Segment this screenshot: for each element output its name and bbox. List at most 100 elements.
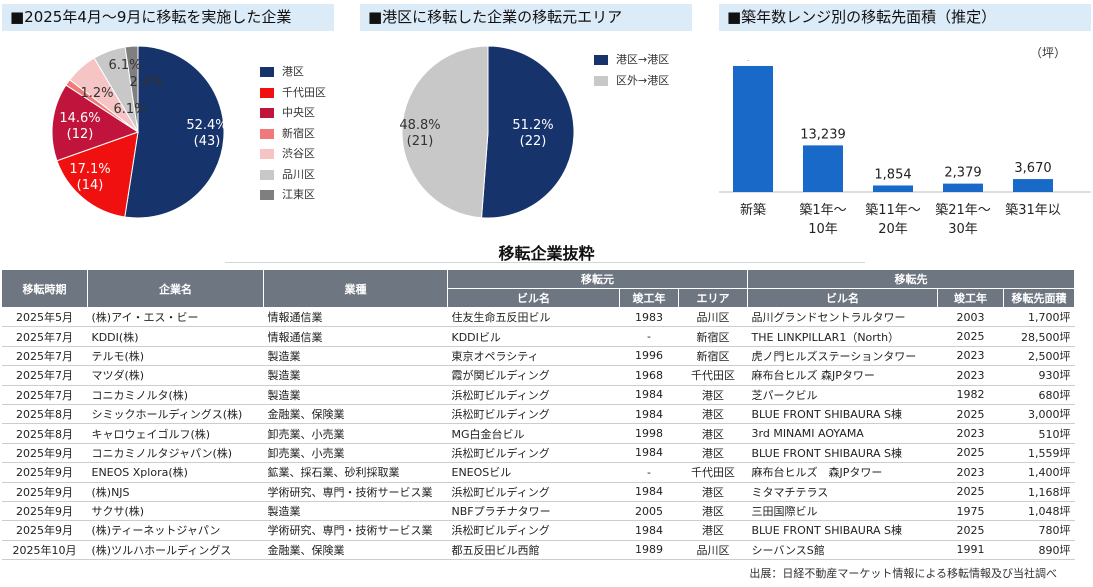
cell-company: (株)ツルハホールディングス (87, 540, 264, 561)
cell-industry: 製造業 (263, 346, 448, 367)
legend-swatch (260, 128, 274, 139)
legend-item: 新宿区 (260, 127, 315, 141)
col-from-building: ビル名 (447, 288, 620, 308)
col-company: 企業名 (87, 269, 264, 308)
cell-company: キャロウェイゴルフ(株) (87, 423, 264, 444)
cell-industry: 製造業 (263, 365, 448, 386)
cell-date: 2025年9月 (1, 501, 88, 522)
bar (733, 65, 773, 192)
col-to-building: ビル名 (747, 288, 939, 308)
cell-company: マツダ(株) (87, 365, 264, 386)
legend-swatch (260, 87, 274, 98)
cell-from-area: 港区 (678, 443, 748, 464)
cell-industry: 金融業、保険業 (263, 540, 448, 561)
pie-slice (401, 45, 489, 219)
bar-category-label: 10年 (808, 222, 838, 237)
cell-industry: 金融業、保険業 (263, 404, 448, 425)
legend-swatch (260, 190, 274, 200)
cell-to-building: BLUE FRONT SHIBAURA S棟 (747, 520, 938, 541)
cell-from-year: 1989 (619, 540, 679, 561)
bar-chart-area-by-building-age: 35,787 新築 13,239 築1年～ 10年 1,854 築11年～ 20年 2,379 築… (719, 60, 1091, 237)
col-industry: 業種 (263, 269, 448, 308)
cell-industry: 鉱業、採石業、砂利採取業 (263, 462, 448, 483)
pie1-legend: 港区 千代田区 中央区 新宿区 渋谷区 品川区 江東区 (260, 65, 350, 215)
col-to-year: 竣工年 (937, 288, 1005, 308)
cell-from-area: 港区 (678, 482, 748, 502)
cell-from-building: 東京オペラシティ (447, 346, 620, 367)
pie-pct-label: 6.1% (108, 58, 141, 73)
pie-pct-label: 14.6% (59, 111, 100, 126)
table-row: 2025年9月 (株)ティーネットジャパン 学術研究、専門・技術サービス業 浜松町ビル… (1, 520, 1075, 541)
table-row: 2025年8月 シミックホールディングス(株) 金融業、保険業 浜松町ビルディング 19… (1, 404, 1075, 425)
cell-to-building: 三田国際ビル (747, 501, 938, 522)
cell-company: コニカミノルタジャパン(株) (87, 443, 264, 464)
cell-from-building: 霞が関ビルディング (447, 365, 620, 386)
cell-to-year: 2023 (937, 423, 1004, 444)
cell-from-building: 浜松町ビルディング (447, 385, 620, 405)
table-row: 2025年7月 コニカミノルタ(株) 製造業 浜松町ビルディング 1984 港区 芝パークビ… (1, 385, 1075, 405)
cell-to-size: 1,559坪 (1003, 443, 1075, 464)
cell-date: 2025年9月 (1, 482, 88, 502)
cell-from-area: 千代田区 (678, 365, 748, 386)
pie-chart-relocations-by-ward: 52.4%(43)17.1%(14)14.6%(12)1.2%6.1%6.1%2… (51, 45, 228, 219)
legend-swatch (594, 55, 608, 65)
cell-from-area: 港区 (678, 385, 748, 405)
cell-to-building: 芝パークビル (747, 385, 938, 405)
pie2-title: ■港区に移転した企業の移転元エリア (360, 4, 692, 31)
cell-from-year: 1983 (619, 307, 679, 328)
cell-to-size: 1,048坪 (1003, 501, 1075, 522)
bar (1013, 179, 1053, 192)
cell-to-size: 1,168坪 (1003, 482, 1075, 502)
cell-company: ENEOS Xplora(株) (87, 462, 264, 483)
legend-label: 港区→港区 (616, 53, 670, 66)
bar-category-label: 新築 (740, 202, 766, 218)
cell-to-year: 2023 (937, 462, 1004, 483)
cell-to-year: 2025 (937, 443, 1004, 464)
cell-industry: 学術研究、専門・技術サービス業 (263, 520, 448, 541)
legend-label: 港区 (282, 65, 304, 78)
legend-swatch (260, 149, 274, 159)
legend-label: 品川区 (282, 167, 315, 181)
bar-value-label: 2,379 (944, 166, 981, 181)
cell-from-area: 品川区 (678, 307, 748, 328)
cell-company: KDDI(株) (87, 326, 264, 347)
cell-from-year: 2005 (619, 501, 679, 522)
cell-company: シミックホールディングス(株) (87, 404, 264, 425)
pie-pct-label: 17.1% (69, 162, 110, 177)
cell-to-year: 2003 (937, 307, 1004, 328)
cell-to-year: 2025 (937, 520, 1004, 541)
cell-to-building: 3rd MINAMI AOYAMA (747, 423, 938, 444)
table-row: 2025年7月 マツダ(株) 製造業 霞が関ビルディング 1968 千代田区 麻布台ヒルズ … (1, 365, 1075, 386)
legend-item: 江東区 (260, 188, 315, 202)
cell-from-area: 新宿区 (678, 326, 748, 347)
section-title: 移転企業抜粋 (498, 244, 595, 263)
pie2-legend: 港区→港区 区外→港区 (594, 53, 694, 93)
table-row: 2025年5月 (株)アイ・エス・ビー 情報通信業 住友生命五反田ビル 1983 品川区品… (1, 307, 1075, 328)
legend-label: 千代田区 (282, 85, 326, 99)
legend-label: 渋谷区 (282, 147, 315, 160)
cell-to-year: 1991 (937, 540, 1004, 561)
cell-from-area: 港区 (678, 423, 748, 444)
cell-from-year: 1996 (619, 346, 679, 367)
cell-from-year: - (619, 326, 679, 347)
cell-to-size: 780坪 (1003, 520, 1075, 541)
cell-from-building: KDDIビル (447, 326, 620, 347)
table-row: 2025年9月 (株)NJS 学術研究、専門・技術サービス業 浜松町ビルディング 198… (1, 482, 1075, 502)
cell-to-size: 3,000坪 (1003, 404, 1075, 425)
pie-count-label: (14) (77, 178, 104, 193)
legend-item: 渋谷区 (260, 147, 315, 161)
legend-label: 新宿区 (282, 126, 315, 140)
cell-from-area: 千代田区 (678, 462, 748, 483)
cell-to-building: 品川グランドセントラルタワー (747, 307, 938, 328)
bar-value-label: 1,854 (874, 167, 911, 182)
cell-industry: 情報通信業 (263, 307, 448, 328)
cell-from-building: 住友生命五反田ビル (447, 307, 620, 328)
table-row: 2025年8月 キャロウェイゴルフ(株) 卸売業、小売業 MG白金台ビル 1998 港区 3… (1, 423, 1075, 444)
cell-to-building: シーバンスS館 (747, 540, 938, 561)
section-divider (225, 262, 865, 263)
bar (803, 145, 843, 192)
cell-from-area: 新宿区 (678, 346, 748, 367)
cell-from-area: 港区 (678, 404, 748, 425)
cell-to-building: ミタマチテラス (747, 482, 938, 502)
col-group-to: 移転先 (747, 269, 1076, 289)
